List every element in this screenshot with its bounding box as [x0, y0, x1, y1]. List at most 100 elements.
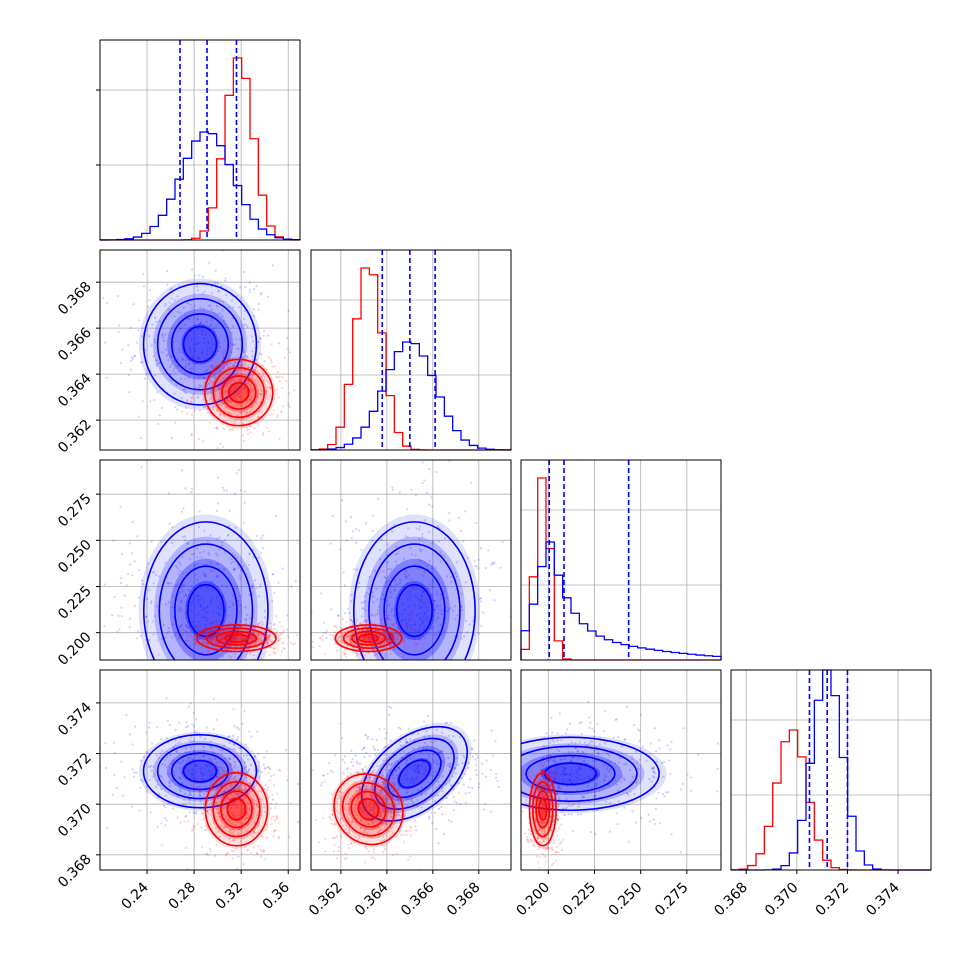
scatter-point [263, 375, 267, 378]
scatter-point [238, 384, 241, 387]
scatter-point [210, 580, 213, 583]
scatter-point [385, 777, 388, 781]
scatter-point [140, 466, 143, 469]
scatter-point [199, 801, 202, 804]
scatter-point [496, 779, 499, 783]
scatter-point [385, 731, 388, 735]
scatter-point [356, 652, 359, 655]
scatter-point [376, 609, 380, 612]
scatter-point [237, 431, 239, 433]
scatter-point [195, 812, 198, 815]
scatter-point [243, 286, 247, 289]
scatter-point [402, 602, 405, 606]
scatter-point [652, 818, 655, 821]
scatter-point [251, 349, 254, 352]
scatter-point [329, 633, 332, 636]
scatter-point [104, 341, 107, 344]
scatter-point [256, 369, 259, 372]
scatter-point [231, 801, 234, 804]
scatter-point [160, 788, 163, 791]
scatter-point [234, 361, 237, 364]
scatter-point [390, 776, 393, 780]
scatter-point [233, 783, 237, 787]
scatter-point [462, 754, 465, 757]
scatter-point [442, 833, 446, 836]
scatter-point [583, 760, 586, 763]
scatter-point [219, 771, 223, 775]
scatter-point [206, 341, 210, 344]
scatter-point [174, 743, 177, 746]
scatter-point [213, 327, 216, 331]
contour-red [333, 773, 404, 846]
scatter-point [182, 306, 185, 309]
scatter-point [228, 373, 231, 376]
scatter-point [163, 758, 166, 761]
scatter-point [354, 835, 357, 838]
scatter-point [335, 835, 338, 838]
scatter-point [400, 756, 404, 759]
scatter-point [450, 721, 453, 724]
scatter-point [228, 765, 231, 768]
scatter-point [460, 637, 463, 640]
scatter-point [250, 395, 254, 398]
scatter-point [330, 769, 333, 773]
scatter-point [221, 809, 224, 812]
scatter-point [188, 811, 192, 814]
scatter-point [443, 537, 447, 540]
scatter-point [209, 765, 212, 768]
scatter-point [371, 613, 374, 616]
scatter-point [437, 842, 440, 845]
scatter-point [187, 756, 190, 759]
scatter-point [409, 834, 412, 837]
scatter-point [198, 599, 201, 602]
scatter-point [241, 808, 244, 811]
scatter-point [633, 792, 636, 796]
scatter-point [349, 600, 353, 603]
scatter-point [210, 628, 213, 631]
scatter-point [252, 387, 255, 390]
scatter-point [253, 800, 256, 803]
scatter-point [245, 816, 248, 819]
scatter-point [561, 773, 564, 776]
scatter-point [189, 793, 192, 796]
scatter-point [365, 637, 369, 640]
scatter-point [490, 563, 493, 566]
scatter-point [390, 576, 393, 579]
scatter-point [356, 635, 359, 638]
scatter-point [375, 653, 378, 656]
scatter-point [420, 751, 423, 754]
scatter-point [239, 774, 242, 777]
scatter-point [582, 759, 586, 762]
scatter-point [197, 525, 201, 529]
scatter-point [436, 525, 440, 528]
scatter-point [200, 384, 203, 388]
scatter-point [225, 372, 229, 375]
scatter-point [277, 644, 280, 647]
scatter-point [198, 322, 202, 325]
scatter-point [409, 781, 412, 785]
scatter-point [376, 764, 379, 768]
scatter-point [176, 742, 180, 745]
scatter-point [195, 785, 198, 788]
scatter-point [258, 585, 261, 588]
scatter-point [230, 811, 233, 814]
scatter-point [218, 341, 221, 344]
scatter-point [164, 763, 167, 767]
scatter-point [385, 620, 388, 623]
scatter-point [364, 636, 367, 639]
scatter-point [615, 812, 618, 815]
scatter-point [185, 721, 188, 724]
scatter-point [201, 775, 204, 778]
scatter-point [686, 773, 689, 776]
scatter-point [142, 285, 146, 288]
scatter-point [244, 622, 247, 625]
scatter-point [405, 577, 408, 580]
scatter-point [210, 638, 213, 641]
scatter-point [142, 273, 145, 276]
scatter-point [431, 774, 435, 778]
scatter-point [184, 792, 187, 795]
scatter-point [346, 634, 349, 637]
scatter-point [188, 750, 191, 754]
scatter-point [180, 761, 184, 764]
scatter-point [228, 654, 231, 658]
